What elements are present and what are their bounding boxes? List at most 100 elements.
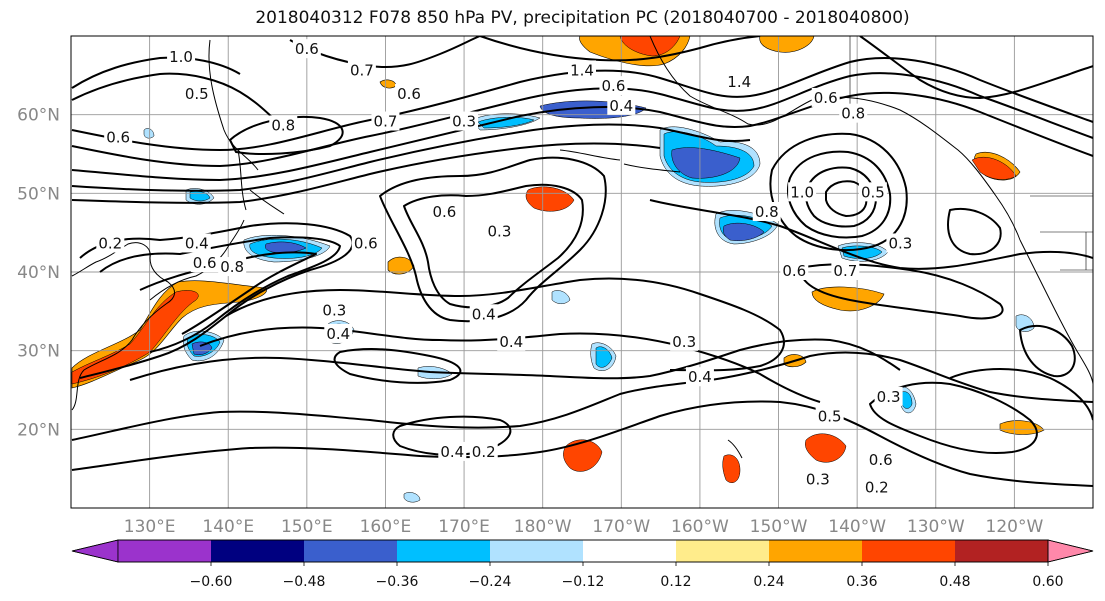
pv-contour (99, 236, 341, 353)
svg-text:0.6: 0.6 (193, 254, 217, 272)
contour-label: 1.0 (788, 182, 817, 202)
lon-label: 180°W (514, 517, 572, 537)
contour-label: 0.2 (96, 233, 125, 253)
contour-label: 0.8 (839, 103, 868, 123)
plot-frame (70, 35, 1094, 509)
colorbar-tick-label: −0.60 (190, 574, 233, 590)
contour-label: 0.2 (862, 477, 891, 497)
contour-label: 0.8 (218, 257, 247, 277)
pv-contour (71, 72, 283, 127)
pv-contour (79, 222, 354, 379)
pv-contour (787, 150, 892, 239)
pv-contour (129, 338, 901, 381)
contour-label: 0.4 (685, 367, 714, 387)
svg-text:0.8: 0.8 (841, 105, 865, 123)
pv-contour (825, 180, 868, 217)
map-title: 2018040312 F078 850 hPa PV, precipitatio… (255, 8, 910, 28)
contour-label: 0.4 (324, 323, 353, 343)
pv-contour (805, 166, 877, 228)
colorbar-tick-label: −0.24 (469, 574, 512, 590)
colorbar-tick-label: 0.48 (939, 574, 970, 590)
longitude-labels: 130°E 140°E 150°E 160°E 170°E 180°W 170°W 160°W… (124, 517, 1044, 537)
pv-contour (949, 368, 1093, 421)
lon-label: 140°E (202, 517, 254, 537)
coastline-asia (71, 242, 175, 411)
svg-text:1.0: 1.0 (790, 183, 814, 201)
pv-contour (403, 183, 584, 309)
lat-label: 30°N (17, 342, 60, 362)
svg-text:0.4: 0.4 (688, 368, 712, 386)
contour-label: 0.4 (497, 331, 526, 351)
svg-text:0.4: 0.4 (440, 443, 464, 461)
coastline-kamchatka (208, 39, 259, 171)
contour-label: 1.4 (568, 60, 596, 80)
colorbar-tick-label: 0.12 (660, 574, 691, 590)
pv-contour (71, 56, 241, 89)
contour-label: 0.5 (182, 84, 211, 103)
contour-label: 0.4 (469, 304, 498, 324)
colorbar-segment (583, 540, 676, 562)
contour-label: 0.4 (438, 441, 467, 461)
svg-text:0.8: 0.8 (271, 116, 295, 134)
svg-text:0.3: 0.3 (672, 333, 696, 351)
lon-label: 130°E (124, 517, 176, 537)
lon-label: 150°W (750, 517, 808, 537)
lon-label: 170°W (592, 517, 650, 537)
svg-text:0.6: 0.6 (295, 40, 319, 58)
contour-label: 1.4 (725, 72, 754, 92)
colorbar-segment (676, 540, 769, 562)
contour-label: 0.3 (450, 111, 479, 131)
lon-label: 170°E (438, 517, 490, 537)
contour-label: 0.6 (292, 39, 321, 59)
pv-contour (71, 91, 1093, 181)
pv-contour (333, 348, 462, 384)
contour-label: 0.6 (780, 261, 809, 280)
svg-text:0.4: 0.4 (499, 333, 523, 351)
svg-text:0.7: 0.7 (374, 113, 398, 131)
contour-label: 0.6 (599, 76, 628, 96)
contour-label: 0.3 (320, 300, 349, 320)
colorbar-segment (955, 540, 1048, 562)
colorbar-tick-label: −0.36 (376, 574, 419, 590)
colorbar-segment (211, 540, 304, 562)
colorbar-tick-label: 0.60 (1032, 574, 1063, 590)
contour-label: 0.7 (347, 60, 376, 80)
svg-text:0.5: 0.5 (185, 85, 209, 103)
lat-label: 20°N (17, 420, 60, 440)
contour-label: 0.4 (607, 95, 636, 115)
svg-text:0.5: 0.5 (818, 408, 842, 426)
contour-label: 1.0 (167, 47, 196, 67)
coastline-sakhalin-kuril (237, 149, 285, 215)
colorbar-segment (304, 540, 397, 562)
contour-label: 0.7 (831, 261, 860, 280)
lon-label: 120°W (986, 517, 1044, 537)
colorbar-segment (769, 540, 862, 562)
lon-label: 140°W (828, 517, 886, 537)
svg-text:0.8: 0.8 (755, 203, 779, 221)
colorbar-tick-label: −0.12 (562, 574, 605, 590)
contour-label: 0.6 (866, 449, 895, 469)
svg-text:0.4: 0.4 (609, 97, 633, 115)
lat-label: 50°N (17, 184, 60, 204)
contour-label: 0.6 (811, 87, 840, 107)
pv-contours (71, 36, 1093, 487)
coastline-hawaii (727, 439, 743, 459)
contour-label: 0.8 (269, 115, 298, 135)
svg-text:0.7: 0.7 (833, 262, 857, 280)
lon-label: 160°E (360, 517, 412, 537)
svg-text:1.0: 1.0 (169, 48, 193, 66)
pv-contour (859, 36, 1093, 99)
pv-contour (71, 400, 1093, 487)
svg-text:0.7: 0.7 (350, 61, 374, 79)
pv-contour (71, 72, 1093, 167)
svg-text:0.6: 0.6 (397, 85, 421, 103)
contour-label: 0.3 (874, 386, 903, 406)
contour-label: 0.6 (430, 202, 459, 221)
svg-text:0.4: 0.4 (185, 234, 209, 252)
svg-text:0.3: 0.3 (452, 113, 476, 131)
svg-text:0.2: 0.2 (98, 234, 122, 252)
colorbar-segment (118, 540, 211, 562)
svg-text:0.2: 0.2 (865, 478, 889, 496)
lon-label: 150°E (281, 517, 333, 537)
